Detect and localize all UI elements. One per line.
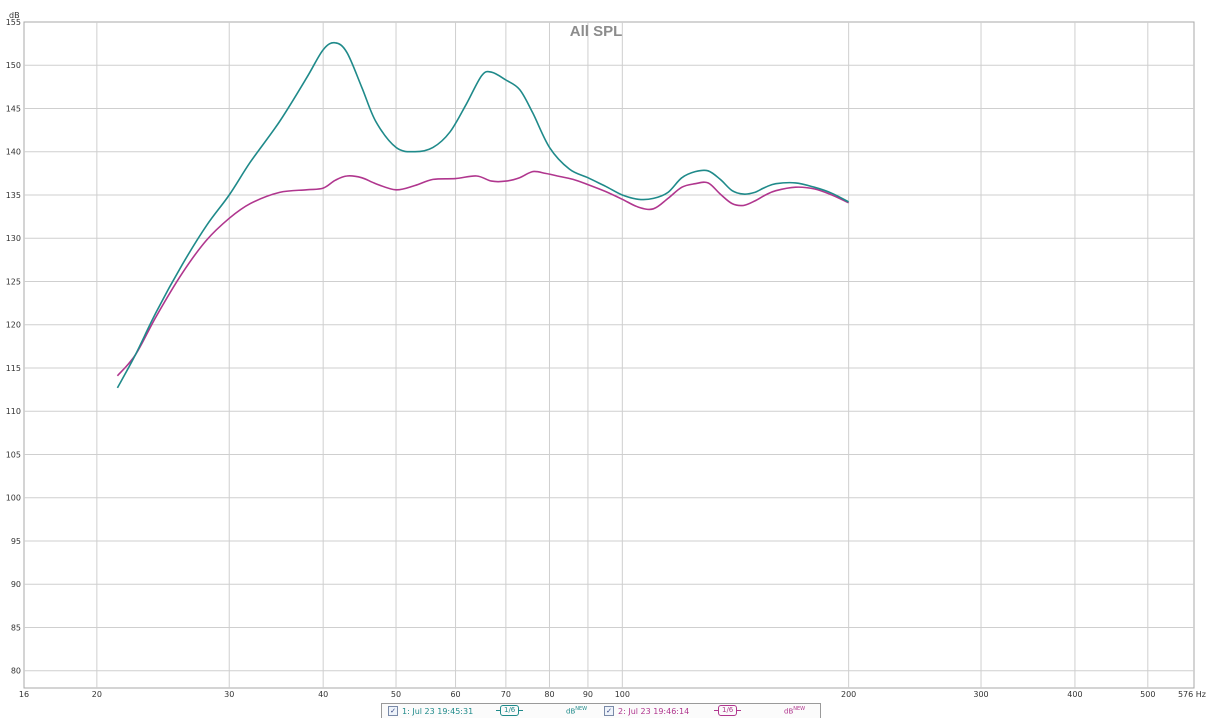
legend-item-2[interactable]: ✓ 2: Jul 23 19:46:14 [604, 706, 689, 716]
smoothing-icon-2[interactable]: 1/6 [713, 705, 742, 716]
x-tick-label: 40 [318, 690, 328, 699]
y-tick-label: 140 [6, 148, 21, 157]
checkbox-icon[interactable]: ✓ [388, 706, 398, 716]
x-tick-label: 20 [92, 690, 102, 699]
y-tick-label: 145 [6, 104, 21, 113]
x-tick-label: 576 Hz [1178, 690, 1206, 699]
legend-label-2: 2: Jul 23 19:46:14 [618, 706, 690, 716]
x-tick-label: 90 [583, 690, 593, 699]
y-tick-label: 155 [6, 18, 21, 27]
legend: ✓ 1: Jul 23 19:45:31 1/6 dBNEW ✓ 2: Jul … [381, 703, 821, 718]
y-tick-label: 130 [6, 234, 21, 243]
x-tick-label: 80 [544, 690, 554, 699]
y-tick-label: 90 [11, 580, 21, 589]
y-tick-label: 120 [6, 321, 21, 330]
y-tick-label: 100 [6, 494, 21, 503]
y-axis-label: dB [9, 11, 20, 20]
x-tick-label: 200 [841, 690, 856, 699]
chart-title: All SPL [570, 23, 623, 40]
db-new-label-2: dBNEW [784, 706, 806, 716]
x-tick-label: 100 [615, 690, 630, 699]
y-tick-label: 125 [6, 277, 21, 286]
legend-label-1: 1: Jul 23 19:45:31 [402, 706, 474, 716]
checkbox-icon[interactable]: ✓ [604, 706, 614, 716]
x-tick-label: 50 [391, 690, 401, 699]
x-tick-label: 30 [224, 690, 234, 699]
y-tick-label: 105 [6, 450, 21, 459]
y-tick-label: 135 [6, 191, 21, 200]
x-tick-label: 500 [1140, 690, 1155, 699]
plot-area [23, 21, 1195, 689]
y-tick-label: 150 [6, 61, 21, 70]
grid [24, 22, 1194, 688]
y-tick-label: 95 [11, 537, 21, 546]
smoothing-icon-1[interactable]: 1/6 [495, 705, 524, 716]
series-line-2 [116, 170, 849, 377]
axis-ticks: 80 85 90 95 100 105 110 115 120 125 130 135 140 145 15… [6, 18, 1206, 699]
y-tick-label: 110 [6, 407, 21, 416]
y-tick-label: 80 [11, 667, 21, 676]
db-new-label-1: dBNEW [566, 706, 588, 716]
y-tick-label: 115 [6, 364, 21, 373]
x-tick-label: 60 [450, 690, 460, 699]
x-tick-label: 400 [1067, 690, 1082, 699]
legend-item-1[interactable]: ✓ 1: Jul 23 19:45:31 [388, 706, 473, 716]
series-group [116, 41, 849, 389]
x-tick-label: 70 [501, 690, 511, 699]
series-line-1 [116, 41, 849, 389]
x-tick-label: 16 [19, 690, 29, 699]
y-tick-label: 85 [11, 623, 21, 632]
x-tick-label: 300 [973, 690, 988, 699]
